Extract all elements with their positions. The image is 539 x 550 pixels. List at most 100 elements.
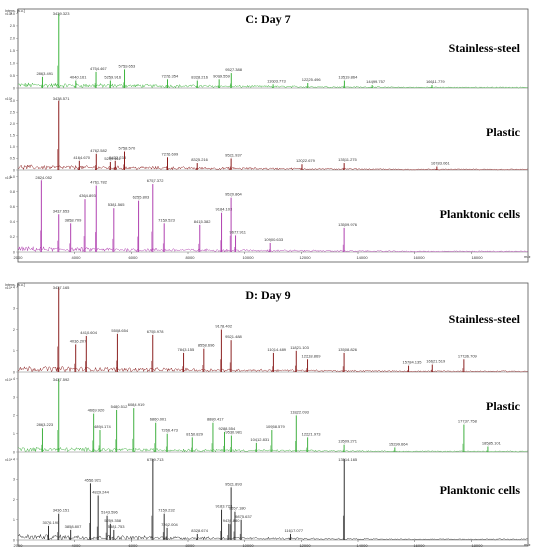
peak-label: 3436.151 <box>53 508 70 513</box>
peak-label: 5259.916 <box>104 75 121 80</box>
peak-label: 4754.467 <box>90 66 107 71</box>
peak-label: 9657.180 <box>229 506 246 511</box>
y-tick-label: 2 <box>13 414 15 418</box>
x-tick-label: 18000 <box>471 255 483 260</box>
y-tick-label: 1.5 <box>10 134 15 138</box>
peak-label: 17737.758 <box>458 419 478 424</box>
y-tick-label: 3 <box>13 395 15 399</box>
x-tick-label: 14000 <box>356 543 368 548</box>
peak-label: 8150.829 <box>186 431 203 436</box>
y-tick-label: 0 <box>13 370 15 374</box>
y-tick-label: 0.8 <box>10 190 15 194</box>
series-label: Plastic <box>486 399 521 413</box>
peak-label: 8415.382 <box>194 219 211 224</box>
peak-label: 11617.077 <box>284 528 303 533</box>
y-tick-label: 1 <box>13 349 15 353</box>
y-tick-label: 2.0 <box>10 122 15 126</box>
peak-label: 5381.753 <box>108 524 125 529</box>
x-tick-label: 2000 <box>14 255 24 260</box>
peak-label: 7159.232 <box>158 508 175 513</box>
y-tick-label: 2 <box>13 328 15 332</box>
y-tick-label: 0 <box>13 250 15 254</box>
peak-label: 7276.699 <box>162 151 179 156</box>
peak-label: 9439.880 <box>223 518 240 523</box>
x-tick-label: 16000 <box>413 255 425 260</box>
peak-label: 2863.491 <box>36 71 53 76</box>
peak-label: 11003.773 <box>267 78 286 83</box>
peak-label: 18585.101 <box>482 441 502 446</box>
y-scale-label: x10⁴ <box>5 286 13 290</box>
peak-label: 4761.782 <box>90 180 107 185</box>
y-tick-label: 0 <box>13 86 15 90</box>
peak-label: 12022.679 <box>296 158 316 163</box>
x-tick-label: 10000 <box>242 543 254 548</box>
panel-d-title: D: Day 9 <box>245 288 290 302</box>
y-tick-label: 2.5 <box>10 24 15 28</box>
spectra-layer: 00.51.01.52.02.53.0x10⁴2863.4913439.3234… <box>5 11 528 542</box>
peak-label: 2824.052 <box>35 175 52 180</box>
peak-label: 16611.779 <box>426 79 445 84</box>
peak-label: 4040.161 <box>70 75 87 80</box>
peak-label: 9521.937 <box>225 152 242 157</box>
peak-label: 7276.354 <box>161 73 178 78</box>
peak-label: 5259.511 <box>104 156 121 161</box>
peak-label: 16783.061 <box>431 161 451 166</box>
y-tick-label: 0.4 <box>10 220 15 224</box>
peak-label: 3858.709 <box>65 217 82 222</box>
y-tick-label: 3 <box>13 307 15 311</box>
peak-label: 9875.637 <box>235 514 252 519</box>
x-tick-label: 8000 <box>186 543 196 548</box>
y-tick-label: 4 <box>13 377 15 381</box>
y-scale-label: x10⁴ <box>5 458 13 462</box>
y-tick-label: 0.2 <box>10 235 15 239</box>
peak-label: 2863.223 <box>36 422 53 427</box>
peak-label: 12218.869 <box>302 353 322 358</box>
series-label: Plastic <box>486 125 521 139</box>
baseline-trace <box>17 164 528 171</box>
peak-label: 3076.190 <box>42 520 59 525</box>
peak-label: 10900.633 <box>264 237 284 242</box>
x-tick-label: 10000 <box>242 255 254 260</box>
y-tick-label: 0 <box>13 538 15 542</box>
x-tick-label: 4000 <box>72 255 82 260</box>
peak-label: 5432.238 <box>109 155 126 160</box>
y-tick-label: 1.5 <box>10 49 15 53</box>
peak-label: 4829.244 <box>92 489 109 494</box>
peak-label: 10412.831 <box>250 437 270 442</box>
panel-d-x-unit: m/z <box>524 542 530 547</box>
baseline-trace <box>17 446 528 453</box>
y-tick-label: 2.0 <box>10 37 15 41</box>
peak-label: 7262.004 <box>161 522 178 527</box>
peak-label: 14499.757 <box>366 79 386 84</box>
peak-label: 9184.103 <box>216 207 233 212</box>
peak-label: 6759.713 <box>147 457 164 462</box>
peak-label: 5759.653 <box>119 63 136 68</box>
baseline-trace <box>17 245 528 253</box>
peak-label: 9530.981 <box>225 430 242 435</box>
peak-label: 6084.919 <box>128 402 145 407</box>
peak-label: 9288.554 <box>219 426 236 431</box>
y-tick-label: 1 <box>13 432 15 436</box>
panel-d-y-axis-label: Intens. [a.u.] <box>5 283 25 287</box>
y-tick-label: 2 <box>13 498 15 502</box>
peak-label: 8558.696 <box>198 343 215 348</box>
peak-label: 9677.911 <box>230 229 247 234</box>
y-scale-label: x10⁴ <box>5 378 13 382</box>
peak-label: 3437.653 <box>53 208 70 213</box>
peak-label: 7266.473 <box>161 428 178 433</box>
peak-label: 13508.826 <box>338 347 358 352</box>
peak-label: 13511.275 <box>338 157 357 162</box>
x-tick-label: 18000 <box>471 543 483 548</box>
y-tick-label: 0 <box>13 450 15 454</box>
peak-label: 8328.216 <box>191 75 208 80</box>
x-tick-label: 2000 <box>14 543 24 548</box>
peak-label: 9521.893 <box>225 481 242 486</box>
y-tick-label: 0.6 <box>10 205 15 209</box>
y-tick-label: 3.0 <box>10 12 15 16</box>
peak-label: 4164.670 <box>73 155 90 160</box>
peak-label: 4894.174 <box>94 424 111 429</box>
